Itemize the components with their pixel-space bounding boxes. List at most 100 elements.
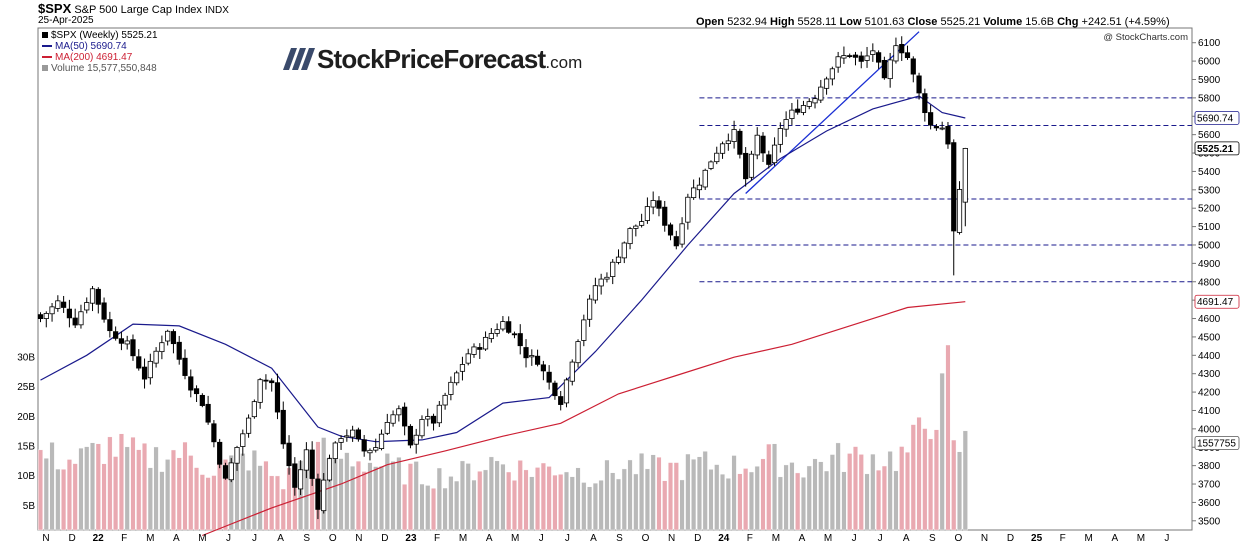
volume-bar: [205, 477, 211, 531]
volume-bar: [78, 447, 84, 531]
legend-ma50-text: MA(50) 5690.74: [55, 41, 127, 52]
volume-label: Volume: [983, 16, 1023, 28]
x-tick-label: 25: [1031, 533, 1043, 544]
candle-body: [552, 382, 558, 397]
volume-bar: [581, 482, 587, 531]
volume-bar: [344, 452, 350, 531]
candle-body: [858, 55, 864, 62]
symbol-line: $SPX S&P 500 Large Cap Index INDX: [38, 1, 229, 16]
candle-body: [188, 376, 194, 391]
volume-bar: [754, 466, 760, 531]
candle-body: [951, 142, 957, 232]
volume-bar: [459, 460, 465, 531]
candle-body: [165, 330, 171, 342]
volume-bar: [222, 459, 228, 531]
x-tick-label: 24: [718, 533, 730, 544]
candle-body: [84, 302, 90, 311]
candle-body: [500, 321, 506, 330]
volume-bar: [367, 462, 373, 531]
candle-body: [199, 394, 205, 406]
candle-body: [95, 288, 101, 305]
candle-body: [511, 333, 518, 336]
volume-bar: [101, 463, 107, 531]
candle-body: [933, 126, 940, 129]
candle-body: [598, 278, 604, 287]
legend-ma200: MA(200) 4691.47: [42, 52, 132, 63]
volume-bar: [592, 482, 598, 531]
exchange: INDX: [205, 5, 229, 16]
price-tick-label: 5300: [1198, 185, 1221, 196]
candle-body: [771, 144, 778, 164]
legend-ma50-swatch: [42, 45, 52, 48]
volume-bar: [413, 461, 419, 531]
candle-body: [546, 371, 552, 383]
volume-bar: [511, 480, 517, 531]
volume-bar: [471, 479, 477, 531]
low-value: 5101.63: [864, 16, 905, 28]
candle-body: [153, 350, 159, 364]
volume-bar: [488, 456, 494, 531]
candle-body: [494, 329, 500, 334]
candle-body: [916, 75, 922, 94]
x-tick-label: J: [226, 533, 231, 544]
legend-price: $SPX (Weekly) 5525.21: [42, 30, 158, 41]
candle-body: [321, 479, 327, 512]
x-tick-label: 22: [93, 533, 105, 544]
candle-body: [760, 135, 766, 154]
candle-body: [159, 342, 165, 353]
volume-bar: [55, 468, 61, 531]
volume-bar: [465, 463, 471, 531]
candle-body: [482, 336, 489, 350]
price-tick-label: 3600: [1198, 498, 1221, 509]
candle-body: [615, 256, 622, 263]
legend-volume-text: Volume 15,577,550,848: [51, 63, 157, 74]
candle-body: [639, 221, 645, 226]
volume-bar: [696, 456, 702, 531]
candle-body: [338, 438, 344, 443]
candle-body: [477, 347, 483, 350]
x-tick-label: F: [1060, 533, 1066, 544]
price-tick-label: 4400: [1198, 351, 1221, 362]
volume-bar: [575, 467, 581, 531]
index-name: S&P 500 Large Cap Index: [74, 4, 202, 16]
volume-bar: [419, 483, 425, 531]
candle-body: [748, 153, 755, 178]
volume-tick-label: 30B: [17, 352, 35, 363]
candle-body: [43, 313, 49, 319]
volume-bar: [90, 442, 96, 531]
candle-body: [205, 403, 211, 423]
volume-tick-label: 20B: [17, 412, 35, 423]
volume-bar: [107, 436, 113, 531]
legend-volume: Volume 15,577,550,848: [42, 63, 157, 74]
candle-body: [471, 346, 477, 355]
candle-body: [384, 422, 390, 434]
candle-body: [413, 434, 419, 445]
x-tick-label: M: [511, 533, 519, 544]
candle-body: [621, 242, 627, 259]
x-tick-label: J: [1164, 533, 1169, 544]
price-tick-label: 4500: [1198, 332, 1221, 343]
candle-body: [899, 44, 905, 54]
candle-body: [650, 200, 656, 208]
volume-bar: [49, 442, 55, 531]
volume-bar: [355, 460, 361, 531]
x-tick-label: O: [642, 533, 650, 544]
x-tick-label: M: [459, 533, 467, 544]
volume-bar: [800, 477, 806, 531]
volume-bar: [627, 459, 633, 531]
candle-body: [124, 340, 130, 345]
candle-body: [587, 298, 593, 320]
candle-body: [835, 56, 841, 68]
volume-bar: [407, 463, 413, 531]
x-tick-label: F: [121, 533, 127, 544]
price-tick-label: 5400: [1198, 167, 1221, 178]
high-label: High: [770, 16, 795, 28]
price-tick-label: 4800: [1198, 277, 1221, 288]
volume-bar: [188, 455, 194, 531]
volume-bar: [633, 473, 639, 531]
candle-body: [795, 108, 801, 113]
volume-bar: [506, 471, 512, 531]
candle-body: [644, 206, 651, 221]
